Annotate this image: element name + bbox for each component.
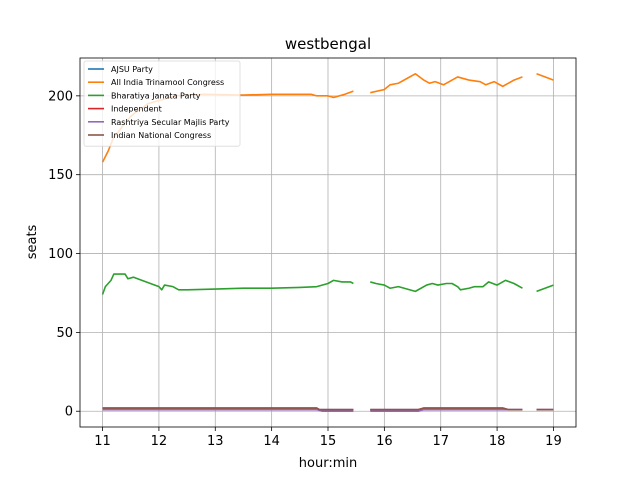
x-tick-label: 15 [320, 434, 337, 449]
legend-entry: All India Trinamool Congress [111, 78, 224, 87]
y-tick-label: 200 [48, 89, 73, 104]
chart-title: westbengal [285, 35, 371, 53]
legend: AJSU Party All India Trinamool Congress Bh… [83, 60, 241, 147]
series-line-rashtriya-secular-majlis-party [370, 408, 523, 413]
x-tick-label: 13 [207, 434, 224, 449]
legend-entry: Bharatiya Janata Party [111, 91, 201, 100]
series-line-indian-national-congress [102, 407, 354, 411]
x-tick-label: 18 [489, 434, 506, 449]
series-line-all-india-trinamool-congress [536, 73, 554, 81]
axis-ticks: 11 12 13 14 15 16 17 18 19 0 50 100 150 200 [48, 89, 562, 449]
y-tick-label: 0 [65, 405, 73, 420]
x-tick-label: 14 [263, 434, 280, 449]
y-tick-label: 50 [56, 326, 73, 341]
y-axis-label: seats [25, 224, 40, 259]
legend-entry: AJSU Party [111, 65, 153, 74]
legend-entry: Indian National Congress [111, 131, 211, 140]
series-line-bharatiya-janata-party [101, 273, 354, 295]
series-line-indian-national-congress [370, 407, 523, 411]
y-tick-label: 150 [48, 168, 73, 183]
x-tick-label: 11 [94, 434, 111, 449]
series-line-all-india-trinamool-congress [370, 72, 523, 94]
legend-entry: Independent [111, 105, 162, 114]
legend-entry: Rashtriya Secular Majlis Party [111, 118, 230, 127]
series-line-bharatiya-janata-party [370, 279, 523, 293]
series-line-bharatiya-janata-party [536, 284, 554, 293]
x-tick-label: 17 [432, 434, 449, 449]
x-tick-label: 12 [151, 434, 168, 449]
legend-box [83, 60, 241, 147]
x-axis-label: hour:min [299, 456, 357, 471]
x-tick-label: 19 [545, 434, 562, 449]
y-tick-label: 100 [48, 247, 73, 262]
x-tick-label: 16 [376, 434, 393, 449]
